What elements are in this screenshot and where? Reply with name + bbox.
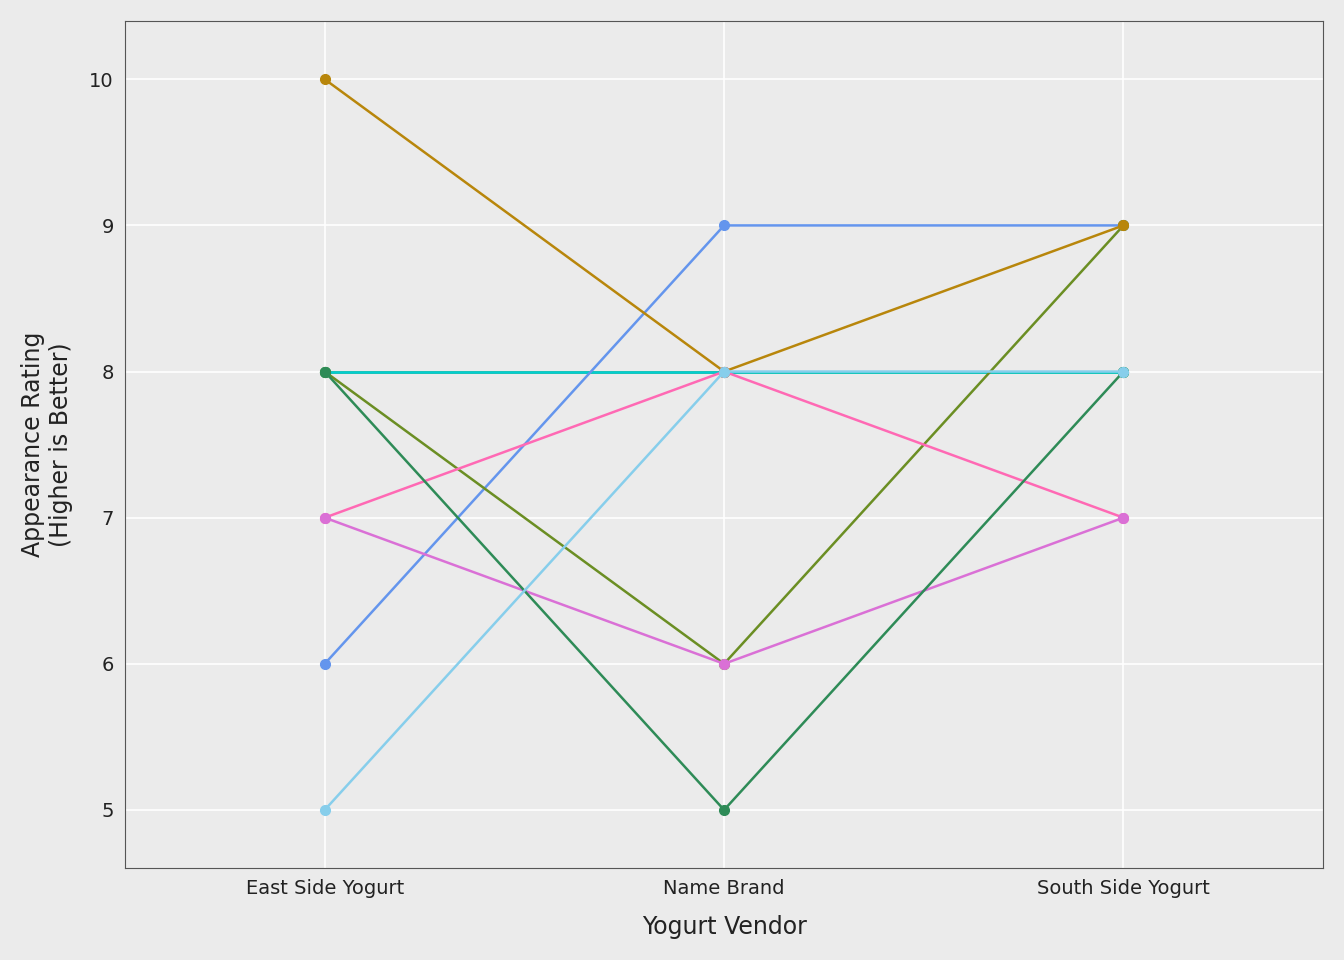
X-axis label: Yogurt Vendor: Yogurt Vendor <box>641 915 806 939</box>
Y-axis label: Appearance Rating
(Higher is Better): Appearance Rating (Higher is Better) <box>22 332 73 558</box>
